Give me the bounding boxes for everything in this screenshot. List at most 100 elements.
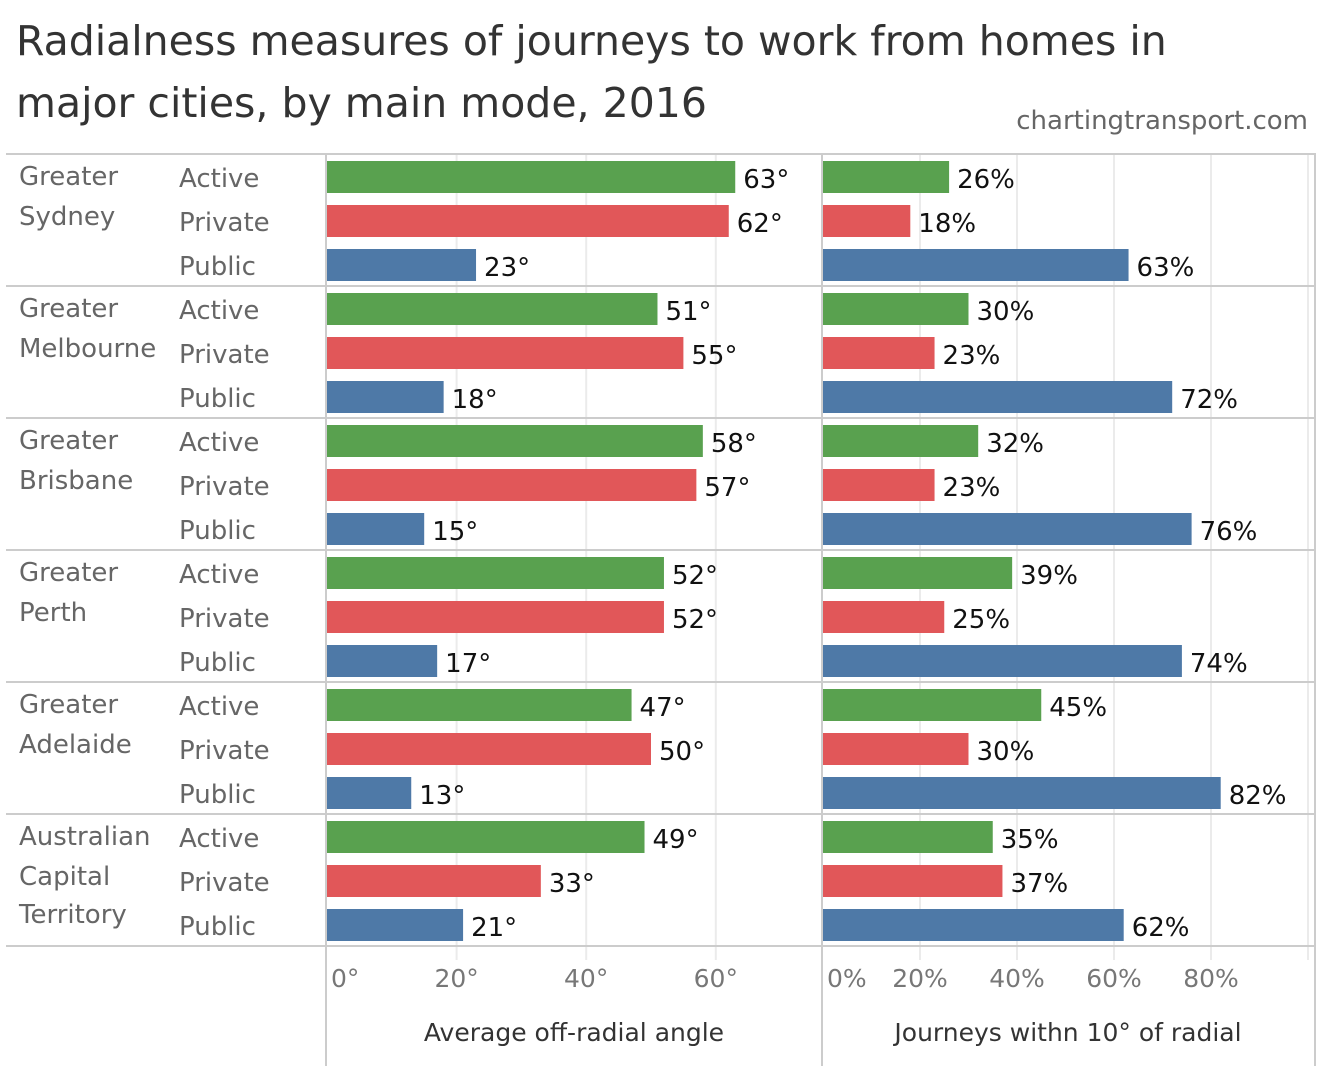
tick-label: 0% — [827, 964, 867, 993]
city-label: Sydney — [19, 202, 115, 232]
bar-private — [327, 205, 729, 237]
bar-private — [823, 337, 935, 369]
value-label: 47° — [640, 693, 686, 723]
mode-label-active: Active — [179, 296, 259, 326]
value-label: 49° — [653, 825, 699, 855]
bar-public — [327, 513, 425, 545]
bar-private — [823, 733, 969, 765]
mode-label-public: Public — [179, 912, 256, 942]
bar-active — [823, 425, 979, 457]
value-label: 33° — [549, 869, 595, 899]
bar-active — [823, 161, 950, 193]
value-label: 62° — [737, 209, 783, 239]
value-label: 15° — [432, 517, 478, 547]
bar-active — [823, 689, 1042, 721]
mode-label-public: Public — [179, 252, 256, 282]
bar-public — [327, 381, 444, 413]
mode-label-active: Active — [179, 824, 259, 854]
value-label: 35% — [1001, 825, 1059, 855]
axis-title: Average off-radial angle — [424, 1018, 724, 1047]
value-label: 63° — [743, 165, 789, 195]
city-label: Greater — [19, 294, 118, 324]
bar-active — [327, 425, 703, 457]
value-label: 62% — [1132, 913, 1190, 943]
city-label: Greater — [19, 690, 118, 720]
bar-active — [327, 689, 632, 721]
value-label: 76% — [1200, 517, 1258, 547]
bar-private — [327, 865, 541, 897]
mode-label-public: Public — [179, 780, 256, 810]
mode-label-active: Active — [179, 560, 259, 590]
value-label: 17° — [445, 649, 491, 679]
mode-label-active: Active — [179, 428, 259, 458]
city-label: Greater — [19, 426, 118, 456]
tick-label: 80% — [1183, 964, 1239, 993]
city-label: Territory — [18, 900, 127, 930]
tick-label: 20% — [892, 964, 948, 993]
value-label: 23% — [943, 473, 1001, 503]
bar-public — [823, 777, 1221, 809]
bar-private — [823, 601, 945, 633]
mode-label-active: Active — [179, 692, 259, 722]
bar-public — [823, 249, 1129, 281]
bar-active — [823, 293, 969, 325]
value-label: 18% — [918, 209, 976, 239]
bar-active — [823, 821, 993, 853]
mode-label-private: Private — [179, 340, 270, 370]
bar-private — [327, 469, 697, 501]
tick-label: 60% — [1086, 964, 1142, 993]
value-label: 51° — [665, 297, 711, 327]
mode-label-private: Private — [179, 604, 270, 634]
value-label: 18° — [452, 385, 498, 415]
city-label: Melbourne — [19, 334, 156, 364]
mode-label-private: Private — [179, 868, 270, 898]
mode-label-private: Private — [179, 208, 270, 238]
bar-public — [327, 909, 464, 941]
bar-public — [823, 381, 1173, 413]
tick-label: 0° — [331, 964, 359, 993]
mode-label-active: Active — [179, 164, 259, 194]
value-label: 37% — [1010, 869, 1068, 899]
bar-public — [823, 909, 1124, 941]
bar-active — [327, 821, 645, 853]
value-label: 55° — [691, 341, 737, 371]
city-label: Capital — [19, 862, 110, 892]
value-label: 32% — [986, 429, 1044, 459]
value-label: 52° — [672, 605, 718, 635]
value-label: 13° — [419, 781, 465, 811]
city-label: Greater — [19, 558, 118, 588]
city-label: Brisbane — [19, 466, 133, 496]
tick-label: 60° — [694, 964, 738, 993]
mode-label-public: Public — [179, 648, 256, 678]
value-label: 57° — [704, 473, 750, 503]
value-label: 23° — [484, 253, 530, 283]
value-label: 25% — [952, 605, 1010, 635]
bar-public — [327, 645, 438, 677]
value-label: 74% — [1190, 649, 1248, 679]
city-label: Greater — [19, 162, 118, 192]
value-label: 72% — [1180, 385, 1238, 415]
tick-label: 40% — [989, 964, 1045, 993]
bar-active — [327, 161, 736, 193]
value-label: 63% — [1137, 253, 1195, 283]
bar-private — [327, 337, 684, 369]
mode-label-public: Public — [179, 516, 256, 546]
bar-private — [327, 601, 664, 633]
city-label: Perth — [19, 598, 87, 628]
bar-private — [823, 865, 1003, 897]
value-label: 52° — [672, 561, 718, 591]
value-label: 45% — [1049, 693, 1107, 723]
city-label: Australian — [19, 822, 151, 852]
bar-active — [327, 557, 664, 589]
value-label: 26% — [957, 165, 1015, 195]
bar-private — [823, 469, 935, 501]
bar-private — [327, 733, 651, 765]
value-label: 39% — [1020, 561, 1078, 591]
bar-private — [823, 205, 911, 237]
value-label: 82% — [1229, 781, 1287, 811]
city-label: Adelaide — [19, 730, 132, 760]
bar-public — [327, 249, 477, 281]
mode-label-private: Private — [179, 736, 270, 766]
value-label: 50° — [659, 737, 705, 767]
